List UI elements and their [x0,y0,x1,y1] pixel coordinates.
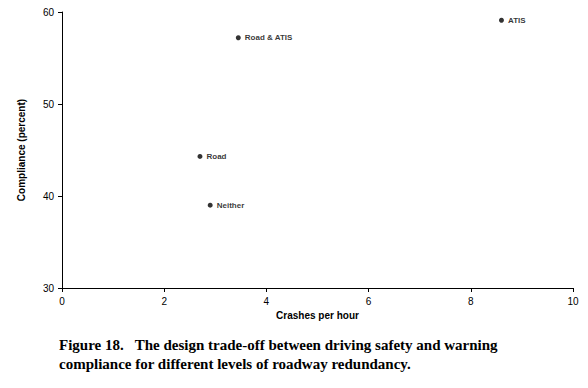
svg-text:40: 40 [43,191,55,202]
svg-text:Neither: Neither [217,201,245,210]
svg-text:Road & ATIS: Road & ATIS [245,33,293,42]
svg-text:6: 6 [366,296,372,307]
svg-text:60: 60 [43,7,55,18]
svg-text:2: 2 [161,296,167,307]
svg-text:Figure 18. The design trade-: Figure 18. The design trade-off between … [59,337,501,353]
svg-text:Road: Road [206,152,226,161]
svg-text:30: 30 [43,283,55,294]
svg-text:8: 8 [468,296,474,307]
svg-text:0: 0 [59,296,65,307]
svg-text:10: 10 [567,296,579,307]
svg-text:Compliance (percent): Compliance (percent) [16,99,27,201]
svg-text:ATIS: ATIS [508,16,526,25]
svg-text:4: 4 [264,296,270,307]
svg-text:compliance for different level: compliance for different levels of roadw… [59,356,411,372]
svg-text:50: 50 [43,99,55,110]
svg-text:Crashes per hour: Crashes per hour [276,310,359,321]
